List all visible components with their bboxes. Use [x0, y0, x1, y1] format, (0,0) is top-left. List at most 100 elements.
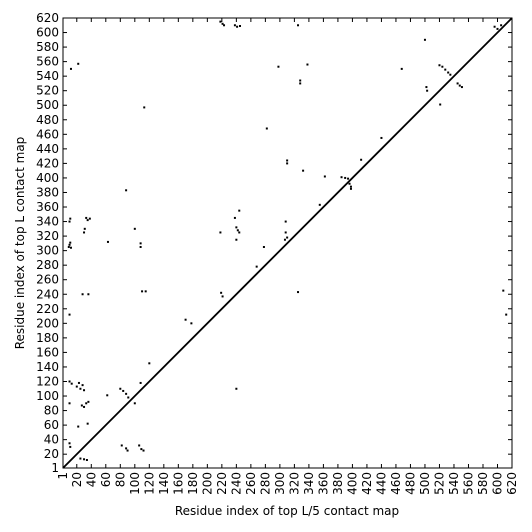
contact-point — [139, 381, 142, 384]
contact-point — [360, 158, 363, 161]
x-tick-label: 40 — [84, 472, 98, 487]
plot-frame — [62, 17, 513, 469]
contact-point — [67, 245, 70, 248]
contact-point — [85, 459, 88, 462]
contact-point — [143, 106, 146, 109]
y-tick-label: 40 — [44, 433, 59, 447]
contact-point — [458, 84, 461, 87]
contact-point — [83, 458, 86, 461]
contact-point — [75, 385, 78, 388]
contact-point — [502, 289, 505, 292]
contact-point — [349, 187, 352, 190]
x-tick-label: 560 — [461, 472, 475, 495]
contact-point — [221, 295, 224, 298]
x-tick-label: 540 — [447, 472, 461, 495]
y-tick-label: 560 — [36, 55, 59, 69]
contact-point — [439, 103, 442, 106]
contact-point — [138, 444, 141, 447]
x-tick-label: 300 — [273, 472, 287, 495]
contact-point — [142, 449, 145, 452]
contact-point — [238, 209, 241, 212]
contact-point — [70, 382, 73, 385]
contact-point — [238, 24, 241, 27]
contact-point — [219, 20, 222, 23]
x-tick-label: 20 — [70, 472, 84, 487]
y-tick-label: 180 — [36, 331, 59, 345]
x-tick-label: 620 — [505, 472, 519, 495]
contact-point — [221, 22, 224, 25]
y-tick-label: 300 — [36, 244, 59, 258]
contact-point — [284, 220, 287, 223]
x-tick-label: 520 — [432, 472, 446, 495]
y-tick-label: 600 — [36, 26, 59, 40]
contact-point — [299, 79, 302, 82]
contact-point — [87, 293, 90, 296]
contact-point — [348, 182, 351, 185]
contact-point — [139, 245, 142, 248]
contact-point — [265, 127, 268, 130]
contact-point — [441, 65, 444, 68]
contact-point — [286, 236, 289, 239]
x-tick-label: 440 — [374, 472, 388, 495]
contact-point — [69, 445, 72, 448]
contact-point — [133, 402, 136, 405]
y-tick-label: 320 — [36, 229, 59, 243]
contact-point — [68, 380, 71, 383]
contact-point — [449, 73, 452, 76]
contact-point — [127, 396, 130, 399]
contact-point — [68, 402, 71, 405]
contact-point — [83, 389, 86, 392]
x-tick-label: 580 — [476, 472, 490, 495]
contact-point — [80, 404, 83, 407]
x-tick-label: 240 — [229, 472, 243, 495]
x-tick-label: 280 — [258, 472, 272, 495]
y-tick-label: 440 — [36, 142, 59, 156]
contact-point — [83, 227, 86, 230]
y-tick-label: 620 — [36, 11, 59, 25]
contact-point — [236, 25, 239, 28]
y-tick-label: 540 — [36, 69, 59, 83]
contact-point — [262, 245, 265, 248]
contact-point — [235, 387, 238, 390]
x-tick-label: 480 — [403, 472, 417, 495]
contact-point — [323, 175, 326, 178]
contact-point — [87, 400, 90, 403]
x-tick-label: 420 — [360, 472, 374, 495]
y-tick-label: 580 — [36, 40, 59, 54]
contact-point — [380, 136, 383, 139]
y-tick-label: 220 — [36, 302, 59, 316]
contact-point — [284, 231, 287, 234]
contact-point — [122, 389, 125, 392]
y-tick-label: 100 — [36, 389, 59, 403]
x-tick-label: 200 — [200, 472, 214, 495]
x-tick-label: 140 — [157, 472, 171, 495]
y-tick-label: 20 — [44, 447, 59, 461]
contact-point — [83, 405, 86, 408]
contact-point — [233, 24, 236, 27]
contact-point — [286, 159, 289, 162]
contact-point — [400, 67, 403, 70]
y-tick-label: 400 — [36, 171, 59, 185]
contact-point — [233, 216, 236, 219]
contact-point — [444, 68, 447, 71]
y-tick-label: 340 — [36, 215, 59, 229]
contact-point — [438, 64, 441, 67]
contact-point — [133, 227, 136, 230]
contact-point — [140, 448, 143, 451]
diagonal — [62, 17, 513, 469]
contact-point — [69, 217, 72, 220]
y-tick-label: 1 — [51, 461, 59, 475]
x-tick-label: 460 — [389, 472, 403, 495]
contact-point — [302, 169, 305, 172]
contact-point — [85, 402, 88, 405]
x-tick-label: 220 — [215, 472, 229, 495]
y-tick-label: 160 — [36, 345, 59, 359]
contact-point — [77, 62, 80, 65]
contact-point — [425, 86, 428, 89]
contact-point — [85, 216, 88, 219]
x-tick-label: 320 — [287, 472, 301, 495]
contact-point — [81, 293, 84, 296]
contact-point — [86, 219, 89, 222]
x-axis-label: Residue index of top L/5 contact map — [175, 504, 399, 518]
